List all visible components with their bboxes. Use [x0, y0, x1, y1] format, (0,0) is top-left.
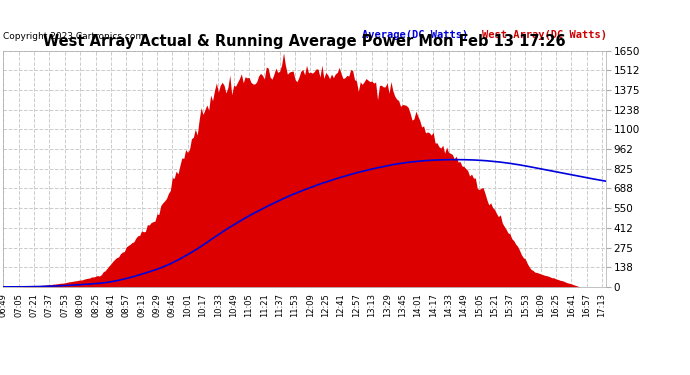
Text: West Array(DC Watts): West Array(DC Watts)	[482, 30, 607, 40]
Text: Copyright 2023 Cartronics.com: Copyright 2023 Cartronics.com	[3, 32, 145, 41]
Text: Average(DC Watts): Average(DC Watts)	[362, 30, 468, 40]
Title: West Array Actual & Running Average Power Mon Feb 13 17:26: West Array Actual & Running Average Powe…	[43, 34, 566, 50]
